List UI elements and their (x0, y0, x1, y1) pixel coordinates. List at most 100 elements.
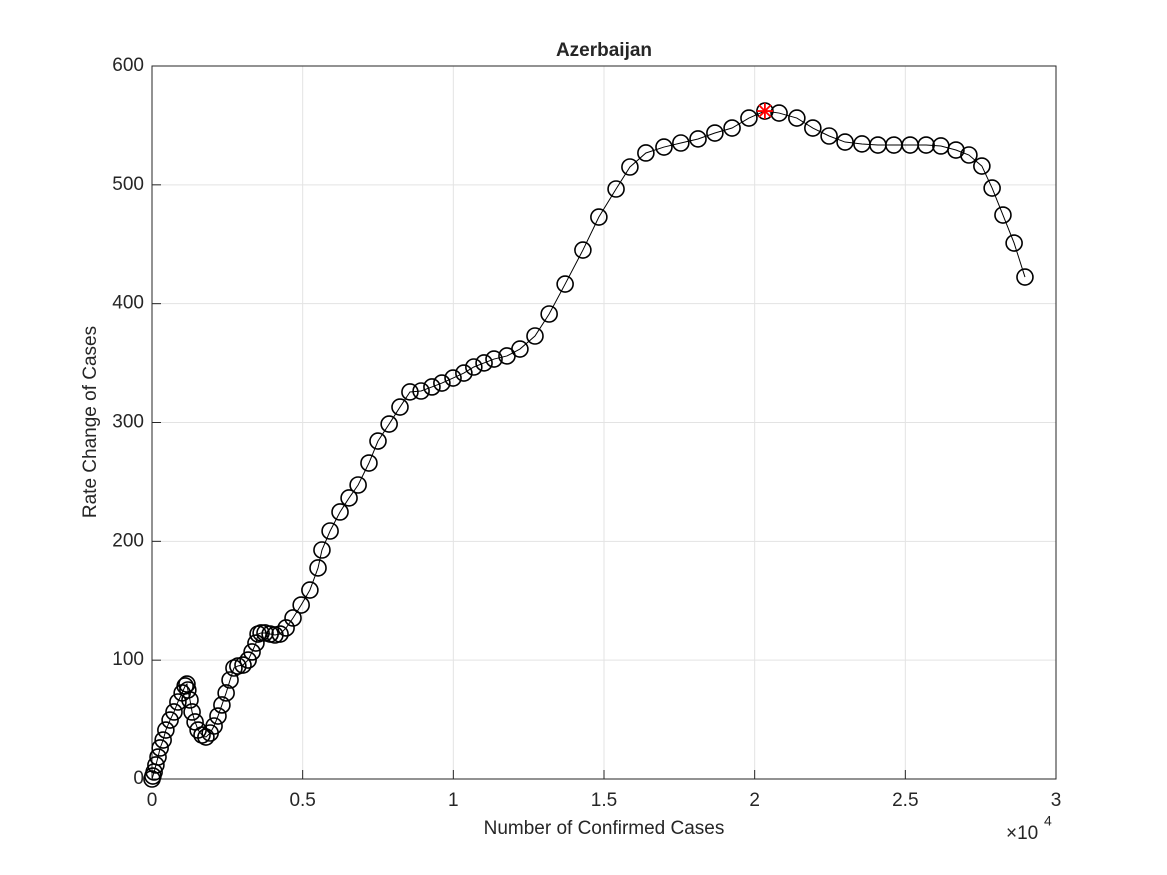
data-point (556, 275, 574, 293)
data-point (723, 119, 741, 137)
data-point (947, 141, 965, 159)
data-point (239, 651, 257, 669)
data-point (183, 703, 201, 721)
data-point (165, 703, 183, 721)
data-point (401, 383, 419, 401)
data-point (360, 454, 378, 472)
y-tick-label: 300 (112, 412, 144, 433)
data-point (960, 146, 978, 164)
highlight-marker (756, 103, 773, 120)
data-point (217, 684, 235, 702)
data-point (340, 489, 358, 507)
data-point (770, 104, 788, 122)
data-point (689, 130, 707, 148)
data-point (301, 581, 319, 599)
data-point (637, 144, 655, 162)
data-point (313, 541, 331, 559)
y-tick-label: 500 (112, 174, 144, 195)
data-point (621, 158, 639, 176)
data-point (1005, 234, 1023, 252)
x-tick-label: 0.5 (289, 790, 315, 811)
data-point (574, 241, 592, 259)
data-point (804, 119, 822, 137)
data-point (485, 350, 503, 368)
x-multiplier-exponent: 4 (1044, 813, 1052, 829)
data-point (221, 671, 239, 689)
y-axis-label: Rate Change of Cases (80, 326, 101, 518)
x-tick-label: 2 (749, 790, 760, 811)
x-tick-label: 1 (448, 790, 459, 811)
data-point (193, 726, 211, 744)
data-point (380, 415, 398, 433)
chart-title: Azerbaijan (556, 40, 652, 61)
data-point (225, 659, 243, 677)
y-tick-label: 600 (112, 55, 144, 76)
data-point (607, 180, 625, 198)
data-point (331, 503, 349, 521)
data-point (234, 656, 252, 674)
data-point (423, 378, 441, 396)
data-point (369, 432, 387, 450)
data-point (740, 109, 758, 127)
x-multiplier: ×10 (1006, 823, 1038, 844)
data-line (151, 110, 1026, 780)
data-point (672, 134, 690, 152)
data-point (292, 596, 310, 614)
data-point (540, 305, 558, 323)
x-tick-label: 2.5 (892, 790, 918, 811)
data-point (157, 721, 175, 739)
data-point (181, 691, 199, 709)
data-point (209, 707, 227, 725)
data-point (1016, 268, 1034, 286)
data-point (271, 625, 289, 643)
data-point (412, 382, 430, 400)
data-point (455, 364, 473, 382)
data-point (154, 731, 172, 749)
data-point (590, 208, 608, 226)
data-point (465, 358, 483, 376)
data-point (147, 756, 165, 774)
data-point (511, 340, 529, 358)
data-point (277, 619, 295, 637)
data-point (247, 634, 265, 652)
x-axis-label: Number of Confirmed Cases (484, 818, 725, 839)
data-point (321, 522, 339, 540)
data-point (444, 369, 462, 387)
data-point (309, 559, 327, 577)
data-point (788, 109, 806, 127)
highlight-stroke (758, 104, 772, 118)
y-tick-label: 400 (112, 293, 144, 314)
data-point (349, 476, 367, 494)
data-point (706, 124, 724, 142)
data-point (149, 748, 167, 766)
data-point (836, 133, 854, 151)
data-point (252, 624, 270, 642)
data-point (655, 138, 673, 156)
y-tick-label: 100 (112, 649, 144, 670)
data-point (820, 127, 838, 145)
data-point (205, 717, 223, 735)
x-tick-label: 0 (147, 790, 158, 811)
x-tick-label: 3 (1051, 790, 1062, 811)
data-point (983, 179, 1001, 197)
y-tick-label: 200 (112, 530, 144, 551)
data-point (994, 206, 1012, 224)
data-point (973, 157, 991, 175)
data-point (169, 693, 187, 711)
y-tick-label: 0 (133, 768, 144, 789)
data-point (475, 354, 493, 372)
data-point (917, 136, 935, 154)
data-point (391, 398, 409, 416)
data-point (526, 327, 544, 345)
data-point (213, 696, 231, 714)
data-point (243, 643, 261, 661)
data-point (433, 374, 451, 392)
x-tick-label: 1.5 (591, 790, 617, 811)
data-point (161, 711, 179, 729)
data-point (179, 681, 197, 699)
data-point (151, 739, 169, 757)
data-point (284, 609, 302, 627)
axes-box (151, 65, 1057, 780)
